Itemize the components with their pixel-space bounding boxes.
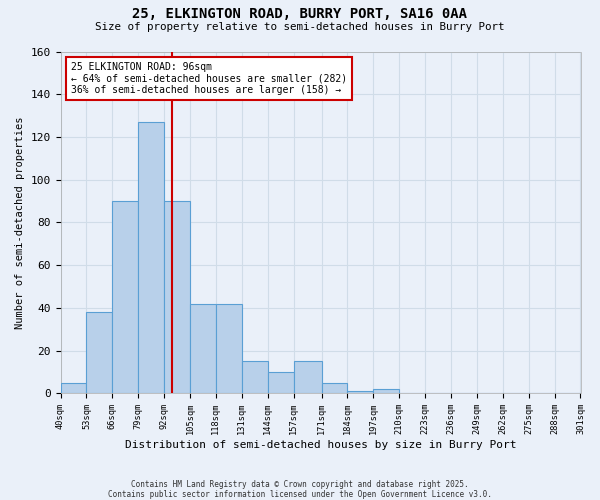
Bar	[293, 361, 322, 393]
Bar	[86, 312, 112, 393]
Text: Contains HM Land Registry data © Crown copyright and database right 2025.
Contai: Contains HM Land Registry data © Crown c…	[108, 480, 492, 499]
Bar	[347, 391, 373, 393]
Bar	[190, 304, 216, 393]
X-axis label: Distribution of semi-detached houses by size in Burry Port: Distribution of semi-detached houses by …	[125, 440, 516, 450]
Bar	[242, 361, 268, 393]
Bar	[373, 389, 399, 393]
Bar	[61, 382, 86, 393]
Text: Size of property relative to semi-detached houses in Burry Port: Size of property relative to semi-detach…	[95, 22, 505, 32]
Bar	[112, 201, 138, 393]
Text: 25, ELKINGTON ROAD, BURRY PORT, SA16 0AA: 25, ELKINGTON ROAD, BURRY PORT, SA16 0AA	[133, 8, 467, 22]
Bar	[138, 122, 164, 393]
Text: 25 ELKINGTON ROAD: 96sqm
← 64% of semi-detached houses are smaller (282)
36% of : 25 ELKINGTON ROAD: 96sqm ← 64% of semi-d…	[71, 62, 347, 95]
Bar	[268, 372, 293, 393]
Bar	[322, 382, 347, 393]
Bar	[216, 304, 242, 393]
Y-axis label: Number of semi-detached properties: Number of semi-detached properties	[15, 116, 25, 328]
Bar	[164, 201, 190, 393]
